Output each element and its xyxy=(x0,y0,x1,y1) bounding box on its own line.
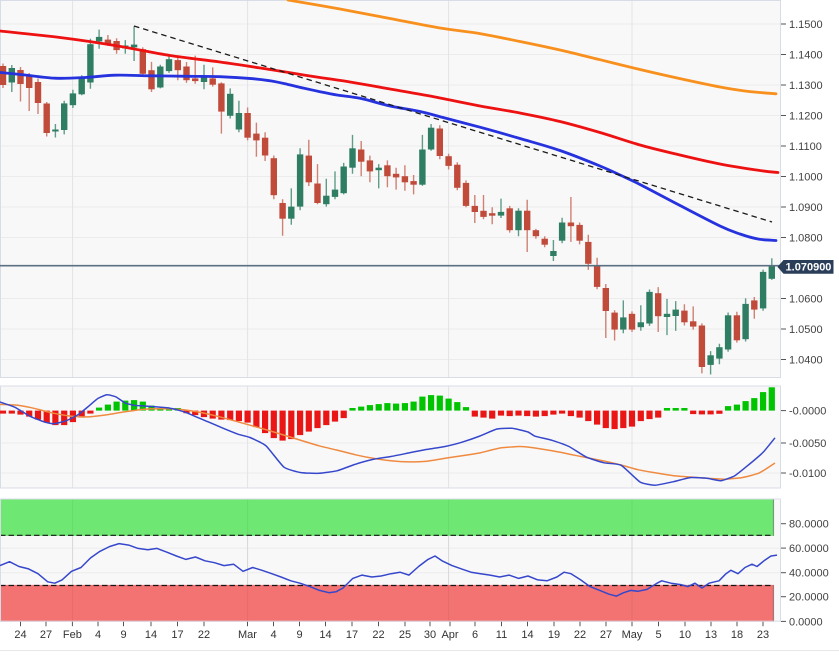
svg-text:Apr: Apr xyxy=(441,629,458,641)
svg-text:5: 5 xyxy=(655,629,661,641)
svg-text:27: 27 xyxy=(600,629,612,641)
svg-text:14: 14 xyxy=(145,629,157,641)
svg-text:10: 10 xyxy=(679,629,691,641)
svg-text:13: 13 xyxy=(705,629,717,641)
svg-text:4: 4 xyxy=(95,629,101,641)
svg-text:25: 25 xyxy=(399,629,411,641)
svg-text:80.0000: 80.0000 xyxy=(789,519,829,531)
svg-text:60.0000: 60.0000 xyxy=(789,543,829,555)
svg-text:19: 19 xyxy=(548,629,560,641)
svg-text:1.070900: 1.070900 xyxy=(786,262,832,274)
svg-text:40.0000: 40.0000 xyxy=(789,568,829,580)
svg-text:20.0000: 20.0000 xyxy=(789,592,829,604)
svg-text:22: 22 xyxy=(574,629,586,641)
svg-text:18: 18 xyxy=(731,629,743,641)
svg-text:17: 17 xyxy=(171,629,183,641)
svg-text:1.0400: 1.0400 xyxy=(789,354,823,366)
svg-text:1.1100: 1.1100 xyxy=(789,141,822,153)
svg-text:30: 30 xyxy=(424,629,436,641)
svg-text:14: 14 xyxy=(521,629,533,641)
svg-text:Feb: Feb xyxy=(63,629,82,641)
svg-text:14: 14 xyxy=(319,629,331,641)
svg-text:27: 27 xyxy=(40,629,52,641)
svg-text:6: 6 xyxy=(472,629,478,641)
svg-text:1.0800: 1.0800 xyxy=(789,232,823,244)
svg-text:-0.0050: -0.0050 xyxy=(789,438,826,450)
svg-text:1.1300: 1.1300 xyxy=(789,80,823,92)
svg-text:May: May xyxy=(622,629,643,641)
svg-text:4: 4 xyxy=(270,629,276,641)
svg-text:1.1400: 1.1400 xyxy=(789,49,823,61)
svg-text:-0.0100: -0.0100 xyxy=(789,468,826,480)
svg-text:1.0600: 1.0600 xyxy=(789,293,823,305)
svg-text:23: 23 xyxy=(757,629,769,641)
svg-text:Mar: Mar xyxy=(238,629,257,641)
svg-text:11: 11 xyxy=(496,629,507,641)
svg-text:9: 9 xyxy=(296,629,302,641)
svg-text:22: 22 xyxy=(372,629,384,641)
svg-text:22: 22 xyxy=(198,629,210,641)
svg-text:24: 24 xyxy=(14,629,26,641)
svg-text:1.0500: 1.0500 xyxy=(789,324,823,336)
svg-text:1.1200: 1.1200 xyxy=(789,110,823,122)
svg-text:-0.0000: -0.0000 xyxy=(789,406,826,418)
svg-text:17: 17 xyxy=(346,629,358,641)
svg-text:1.1000: 1.1000 xyxy=(789,171,823,183)
svg-text:1.0900: 1.0900 xyxy=(789,202,823,214)
svg-text:9: 9 xyxy=(120,629,126,641)
svg-text:0.0000: 0.0000 xyxy=(789,616,823,628)
svg-text:1.1500: 1.1500 xyxy=(789,19,823,31)
